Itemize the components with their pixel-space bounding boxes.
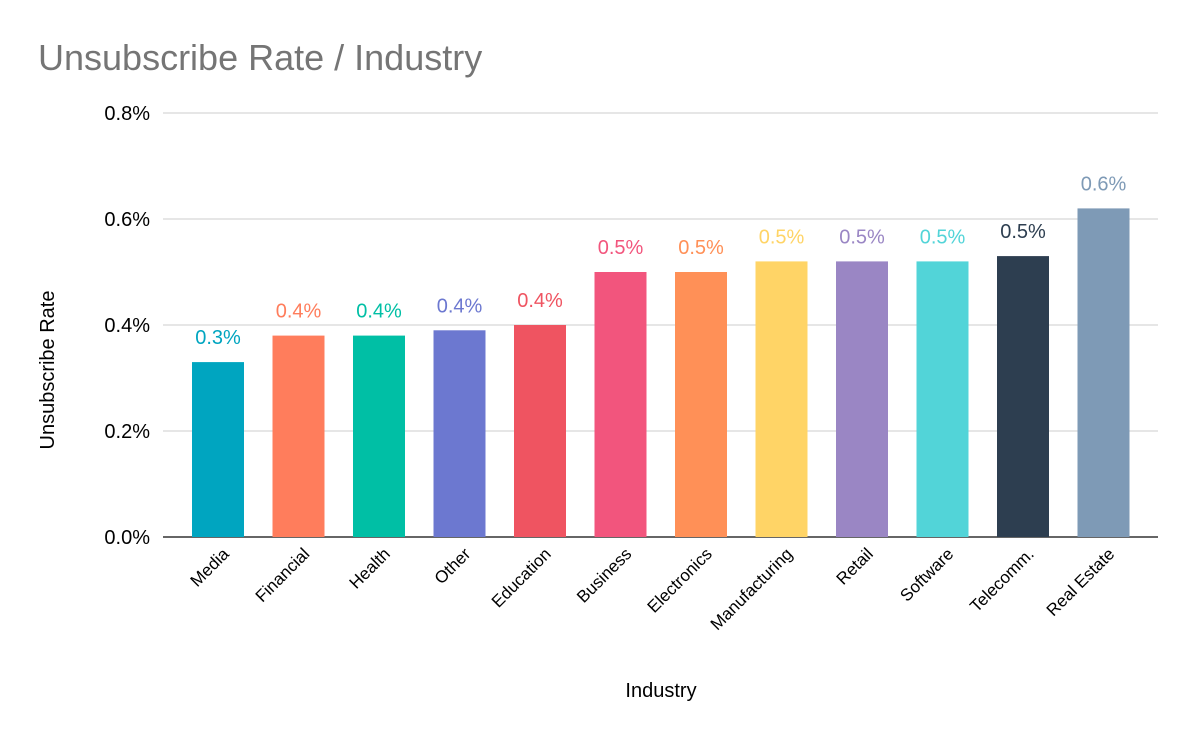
x-axis-label: Industry bbox=[625, 680, 696, 702]
y-tick-label: 0.6% bbox=[104, 209, 150, 231]
x-tick-label: Business bbox=[573, 544, 635, 606]
data-label: 0.4% bbox=[356, 301, 402, 323]
bar bbox=[192, 362, 244, 537]
bar bbox=[514, 325, 566, 537]
data-label: 0.6% bbox=[1081, 173, 1127, 195]
bar bbox=[433, 330, 486, 537]
x-tick-label: Education bbox=[488, 544, 555, 611]
x-tick-label: Telecomm. bbox=[966, 544, 1038, 616]
bar bbox=[272, 335, 325, 537]
data-label: 0.5% bbox=[759, 226, 805, 248]
bar bbox=[755, 261, 808, 537]
bar bbox=[916, 261, 969, 537]
bar bbox=[594, 272, 647, 537]
data-label: 0.4% bbox=[517, 290, 563, 312]
x-tick-label: Manufacturing bbox=[707, 544, 797, 634]
x-tick-label: Health bbox=[346, 544, 394, 592]
x-tick-label: Real Estate bbox=[1043, 544, 1119, 620]
y-axis-label: Unsubscribe Rate bbox=[37, 291, 59, 450]
y-tick-label: 0.2% bbox=[104, 421, 150, 443]
bar bbox=[836, 261, 888, 537]
bar bbox=[675, 272, 727, 537]
y-tick-label: 0.0% bbox=[104, 527, 150, 549]
data-label: 0.4% bbox=[276, 301, 322, 323]
bar bbox=[1077, 208, 1130, 537]
x-tick-label: Electronics bbox=[644, 544, 716, 616]
data-label: 0.5% bbox=[920, 226, 966, 248]
data-label: 0.5% bbox=[598, 237, 644, 259]
bar bbox=[353, 335, 405, 537]
data-label: 0.5% bbox=[839, 226, 885, 248]
bar bbox=[997, 256, 1049, 537]
y-tick-label: 0.8% bbox=[104, 103, 150, 125]
chart-title: Unsubscribe Rate / Industry bbox=[38, 37, 482, 78]
x-tick-label: Media bbox=[187, 544, 234, 591]
data-label: 0.5% bbox=[1000, 221, 1046, 243]
data-label: 0.3% bbox=[195, 327, 241, 349]
x-tick-label: Software bbox=[896, 544, 957, 605]
data-label: 0.5% bbox=[678, 237, 724, 259]
x-tick-label: Other bbox=[431, 544, 475, 588]
x-tick-label: Financial bbox=[252, 544, 314, 606]
y-tick-label: 0.4% bbox=[104, 315, 150, 337]
x-tick-label: Retail bbox=[833, 544, 877, 588]
data-label: 0.4% bbox=[437, 295, 483, 317]
